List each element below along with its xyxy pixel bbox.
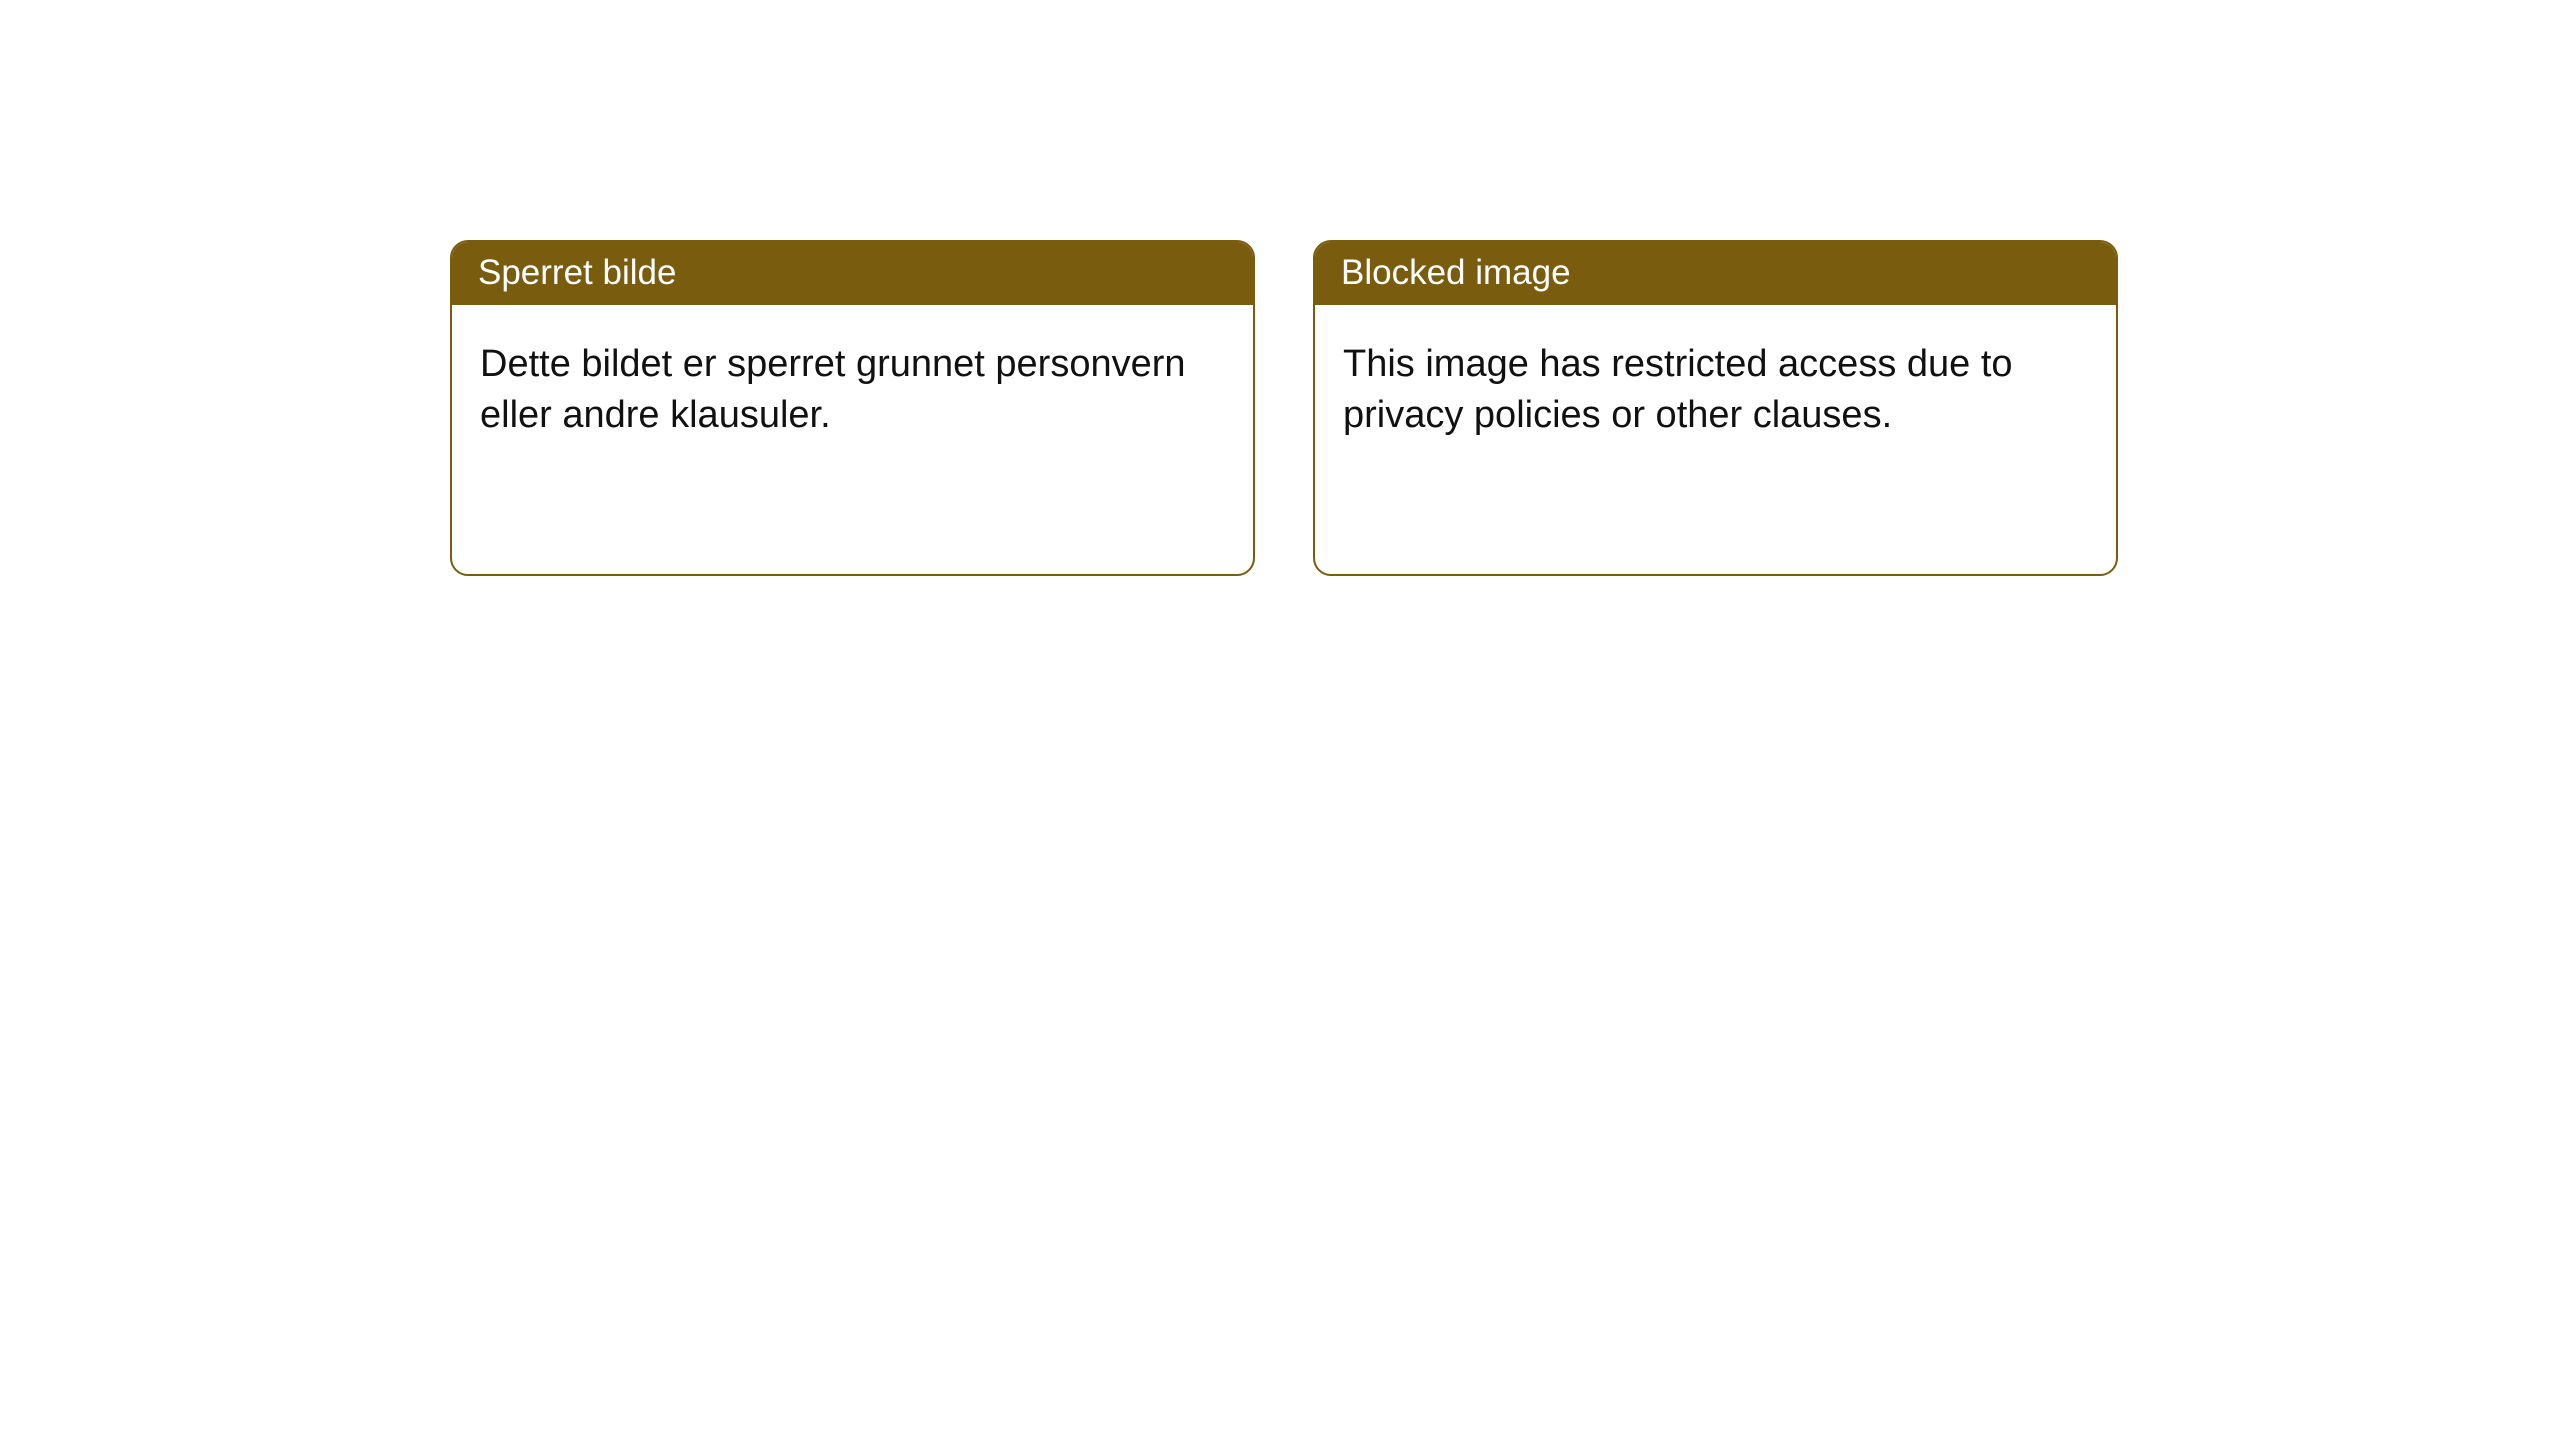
- card-header-no: Sperret bilde: [452, 242, 1253, 305]
- card-body-en: This image has restricted access due to …: [1315, 305, 2116, 470]
- card-header-en: Blocked image: [1315, 242, 2116, 305]
- notice-card-no: Sperret bilde Dette bildet er sperret gr…: [450, 240, 1255, 576]
- card-body-no: Dette bildet er sperret grunnet personve…: [452, 305, 1253, 470]
- notice-cards-row: Sperret bilde Dette bildet er sperret gr…: [0, 0, 2560, 576]
- notice-card-en: Blocked image This image has restricted …: [1313, 240, 2118, 576]
